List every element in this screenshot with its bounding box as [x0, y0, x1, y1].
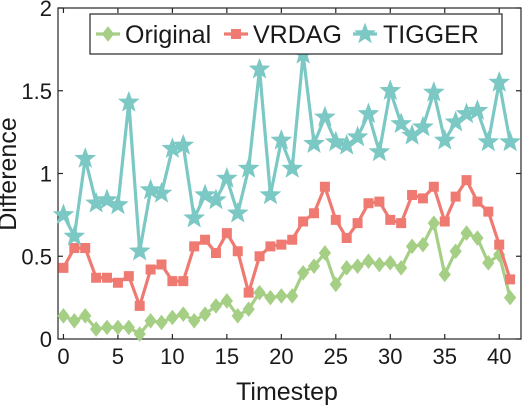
x-tick-label: 5	[112, 344, 124, 369]
x-axis-label: Timestep	[236, 378, 338, 406]
vrdag-point	[375, 197, 384, 206]
vrdag-point	[103, 273, 112, 282]
legend-vrdag-label: VRDAG	[253, 21, 342, 49]
vrdag-point	[179, 277, 188, 286]
original-point	[265, 291, 276, 305]
tigger-point	[370, 142, 389, 160]
vrdag-point	[190, 242, 199, 251]
original-point	[363, 254, 374, 268]
vrdag-point	[135, 301, 144, 310]
tigger-point	[479, 132, 498, 150]
vrdag-point	[244, 288, 253, 297]
x-tick-label: 0	[57, 344, 69, 369]
vrdag-line	[63, 180, 510, 306]
vrdag-point	[484, 207, 493, 216]
original-point	[156, 315, 167, 329]
tigger-point	[501, 132, 520, 150]
vrdag-point	[211, 248, 220, 257]
vrdag-point	[462, 176, 471, 185]
x-tick-label: 25	[324, 344, 348, 369]
vrdag-point	[331, 215, 340, 224]
vrdag-point	[277, 240, 286, 249]
vrdag-point	[451, 192, 460, 201]
series-vrdag	[59, 176, 515, 311]
original-point	[69, 314, 80, 328]
legend-tigger-label: TIGGER	[383, 21, 479, 49]
original-point	[178, 307, 189, 321]
original-point	[167, 310, 178, 324]
vrdag-point	[418, 194, 427, 203]
vrdag-point	[201, 235, 210, 244]
tigger-point	[54, 205, 73, 223]
original-point	[58, 309, 69, 323]
vrdag-point	[495, 240, 504, 249]
y-tick-label: 2	[40, 0, 52, 21]
vrdag-point	[59, 263, 68, 272]
tigger-point	[305, 134, 324, 152]
tigger-point	[228, 203, 247, 221]
original-point	[352, 259, 363, 273]
vrdag-point	[408, 191, 417, 200]
vrdag-point	[386, 215, 395, 224]
original-point	[123, 320, 134, 334]
plot-series	[54, 44, 520, 341]
original-point	[276, 289, 287, 303]
vrdag-point	[353, 219, 362, 228]
x-tick-label: 30	[378, 344, 402, 369]
tigger-point	[283, 159, 302, 177]
vrdag-point	[222, 229, 231, 238]
x-tick-label: 20	[269, 344, 293, 369]
y-tick-label: 1	[40, 162, 52, 187]
vrdag-point	[81, 243, 90, 252]
y-tick-label: 1.5	[21, 79, 52, 104]
x-tick-label: 15	[215, 344, 239, 369]
tigger-point	[261, 185, 280, 203]
original-point	[189, 314, 200, 328]
y-axis-label: Difference	[0, 117, 22, 231]
original-point	[102, 320, 113, 334]
y-tick-label: 0	[40, 327, 52, 352]
vrdag-point	[473, 197, 482, 206]
vrdag-point	[288, 235, 297, 244]
vrdag-point	[113, 278, 122, 287]
vrdag-point	[320, 182, 329, 191]
vrdag-point	[146, 265, 155, 274]
vrdag-point	[233, 247, 242, 256]
tigger-point	[315, 107, 334, 125]
vrdag-point	[70, 243, 79, 252]
tigger-point	[217, 168, 236, 186]
y-tick-label: 0.5	[21, 244, 52, 269]
legend: Original VRDAG TIGGER	[90, 14, 502, 54]
legend-original-label: Original	[125, 21, 211, 49]
tigger-point	[435, 130, 454, 148]
vrdag-point	[440, 217, 449, 226]
vrdag-point	[168, 277, 177, 286]
vrdag-point	[364, 199, 373, 208]
vrdag-point	[397, 219, 406, 228]
vrdag-point	[342, 234, 351, 243]
original-point	[374, 258, 385, 272]
vrdag-point	[157, 260, 166, 269]
tigger-point	[152, 183, 171, 201]
x-tick-label: 10	[160, 344, 184, 369]
vrdag-point	[266, 242, 275, 251]
vrdag-point	[506, 275, 515, 284]
tigger-point	[65, 226, 84, 244]
series-tigger	[54, 44, 520, 259]
vrdag-point	[310, 209, 319, 218]
vrdag-point	[92, 273, 101, 282]
tigger-point	[185, 208, 204, 226]
vrdag-point	[429, 182, 438, 191]
vrdag-point	[299, 217, 308, 226]
original-point	[385, 256, 396, 270]
original-point	[505, 291, 516, 305]
vrdag-point	[124, 272, 133, 281]
x-tick-label: 40	[487, 344, 511, 369]
original-point	[112, 320, 123, 334]
vrdag-point	[255, 252, 264, 261]
x-tick-label: 35	[432, 344, 456, 369]
legend-vrdag-marker	[232, 30, 241, 39]
tigger-point	[130, 241, 149, 259]
